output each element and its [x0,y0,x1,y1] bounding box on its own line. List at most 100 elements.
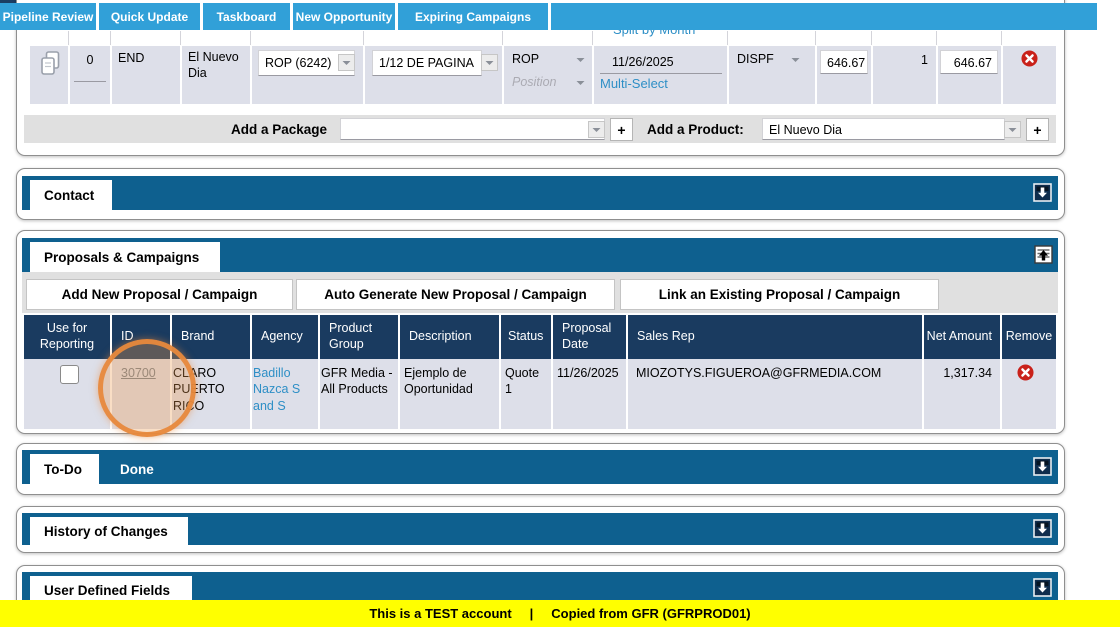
col-header-product-group: Product Group [329,321,373,351]
chevron-down-icon [592,127,601,132]
add-new-proposal-button[interactable]: Add New Proposal / Campaign [26,279,293,310]
add-package-label: Add a Package [231,122,328,137]
insertions-value: 1 [921,53,928,67]
add-package-select-arrow[interactable] [588,121,605,138]
cell-gap [250,46,252,104]
cell-gap [871,46,873,104]
column-separator [936,31,937,45]
proposal-table-row [24,359,1056,429]
column-separator [815,31,816,45]
history-header-bar [22,513,1058,545]
col-header-use-for-reporting: Use for Reporting [39,321,95,351]
column-separator [592,31,593,45]
tab-history-of-changes[interactable]: History of Changes [30,517,188,545]
column-separator [502,31,503,45]
column-separator [1001,31,1002,45]
tab-todo[interactable]: To-Do [30,454,99,484]
use-for-reporting-checkbox[interactable] [60,365,79,384]
proposals-table-header [24,315,1056,359]
banner-left-text: This is a TEST account [369,606,512,621]
product-row [30,46,1056,104]
test-account-banner: This is a TEST account | Copied from GFR… [0,600,1120,627]
col-header-net-amount: Net Amount [926,329,992,344]
auto-generate-proposal-button[interactable]: Auto Generate New Proposal / Campaign [296,279,615,310]
position-select[interactable]: Position [512,75,557,89]
rate-input[interactable]: 646.67 [820,50,868,74]
add-package-select[interactable] [340,118,605,140]
tab-contact[interactable]: Contact [30,180,112,210]
cell-gap [398,315,400,429]
link-existing-proposal-button[interactable]: Link an Existing Proposal / Campaign [620,279,939,310]
col-header-id: ID [121,329,134,344]
collapse-section-icon[interactable] [1033,457,1052,476]
cell-gap [1001,46,1003,104]
quantity-input[interactable]: 0 [74,53,106,82]
cell-gap [363,46,365,104]
total-input[interactable]: 646.67 [940,50,998,74]
cell-gap [626,315,628,429]
section-select[interactable]: ROP [512,52,540,66]
nav-tab-taskboard[interactable]: Taskboard [203,3,290,30]
product-group-cell: GFR Media - All Products [321,366,393,397]
column-separator [110,31,111,45]
cell-gap [170,315,172,429]
col-header-sales-rep: Sales Rep [637,329,695,344]
column-separator [363,31,364,45]
add-product-select[interactable]: El Nuevo Dia [762,118,1005,140]
col-header-description: Description [409,329,472,344]
product-name-label: El Nuevo Dia [188,50,239,80]
multi-select-link[interactable]: Multi-Select [600,76,668,91]
cell-gap [936,46,938,104]
tab-done[interactable]: Done [120,461,154,477]
description-cell: Ejemplo de Oportunidad [404,366,473,397]
col-header-proposal-date: Proposal Date [562,321,612,351]
cell-gap [551,315,553,429]
ad-size-select-arrow[interactable] [481,54,498,71]
cell-gap [180,46,182,104]
color-select[interactable]: DISPF [737,52,774,66]
column-separator [250,31,251,45]
cell-gap [815,46,817,104]
cell-gap [502,46,504,104]
proposal-date-cell: 11/26/2025 [557,366,619,380]
agency-link[interactable]: Badillo Nazca S and S [253,366,301,413]
expand-section-icon[interactable] [1034,245,1053,264]
issue-date-input[interactable]: 11/26/2025 [600,50,722,74]
cell-gap [1000,315,1002,429]
nav-tab-new-opportunity[interactable]: New Opportunity [293,3,395,30]
add-product-button[interactable]: + [1026,118,1049,141]
remove-product-icon[interactable] [1021,50,1038,67]
chevron-down-icon [485,60,494,65]
col-header-status: Status [508,329,544,344]
tab-proposals-campaigns[interactable]: Proposals & Campaigns [30,242,220,272]
column-separator [871,31,872,45]
chevron-down-icon[interactable] [576,57,585,63]
proposal-id-link[interactable]: 30700 [121,366,156,380]
nav-tab-expiring-campaigns[interactable]: Expiring Campaigns [398,3,548,30]
col-header-brand: Brand [181,329,215,344]
add-package-button[interactable]: + [610,118,633,141]
column-separator [68,31,69,45]
net-amount-cell: 1,317.34 [943,366,992,380]
collapse-section-icon[interactable] [1033,183,1052,202]
nav-tab-pipeline-review[interactable]: Pipeline Review [0,3,96,30]
ad-size-select[interactable]: 1/12 DE PAGINA [372,50,482,76]
collapse-section-icon[interactable] [1033,519,1052,538]
cell-gap [499,315,501,429]
rate-card-select-arrow[interactable] [338,54,355,71]
remove-proposal-icon[interactable] [1017,364,1034,381]
collapse-section-icon[interactable] [1033,578,1052,597]
chevron-down-icon [342,60,351,65]
copy-icon[interactable] [38,50,62,78]
nav-tab-quick-update[interactable]: Quick Update [99,3,200,30]
cell-gap [727,46,729,104]
cell-gap [68,46,70,104]
add-product-select-arrow[interactable] [1004,121,1021,138]
schedule-type-label: END [118,51,145,65]
contact-header-bar [22,176,1058,210]
cell-gap [922,315,924,429]
chevron-down-icon[interactable] [576,80,585,86]
chevron-down-icon[interactable] [791,57,800,63]
column-separator [727,31,728,45]
